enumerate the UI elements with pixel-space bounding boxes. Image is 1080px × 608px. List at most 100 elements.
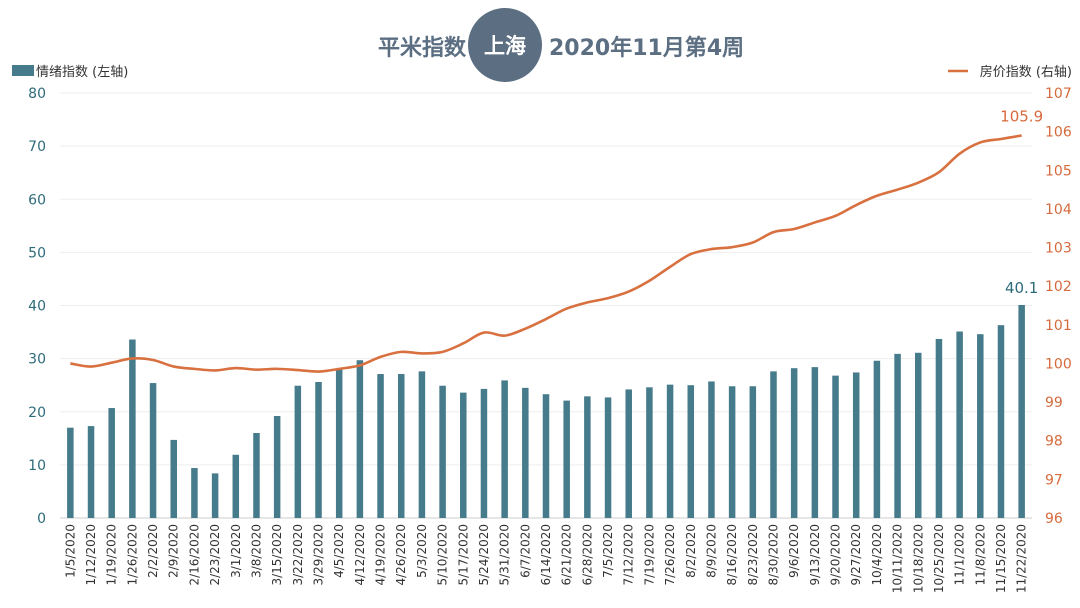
bar: [211, 473, 219, 518]
left-axis-tick-label: 80: [28, 86, 46, 102]
left-axis-tick-label: 20: [28, 405, 46, 421]
x-axis: 1/5/2020 1/12/2020 1/19/2020 1/26/2020 2/2/2…: [63, 524, 1028, 593]
x-axis-tick-label: 9/27/2020: [849, 524, 863, 586]
bar: [253, 433, 260, 518]
bar: [604, 397, 612, 518]
x-axis-tick-label: 10/25/2020: [932, 524, 946, 593]
right-axis-tick-label: 104: [1045, 202, 1072, 218]
x-axis-tick-label: 5/10/2020: [436, 524, 450, 586]
right-axis-tick-label: 97: [1045, 472, 1063, 488]
house-price-line: [70, 134, 1022, 373]
bar: [129, 339, 136, 518]
x-axis-tick-label: 2/2/2020: [146, 524, 160, 578]
left-axis-tick-label: 70: [28, 139, 46, 155]
x-axis-tick-label: 10/18/2020: [911, 524, 925, 593]
bar: [480, 388, 488, 518]
x-axis-tick-label: 1/5/2020: [63, 524, 77, 578]
bar: [397, 374, 405, 518]
bar: [915, 352, 922, 518]
line-end-data-label: 105.9: [1000, 108, 1043, 126]
x-axis-tick-label: 9/13/2020: [808, 524, 822, 586]
x-axis-tick-label: 3/22/2020: [291, 524, 305, 586]
bar: [687, 385, 695, 518]
title-city: 上海: [484, 34, 526, 58]
bar: [522, 387, 529, 518]
bar: [149, 383, 157, 518]
x-axis-tick-label: 7/26/2020: [663, 524, 677, 586]
bar-end-data-label: 40.1: [1005, 279, 1038, 297]
title-prefix: 平米指数: [378, 35, 467, 61]
x-axis-tick-label: 3/29/2020: [312, 524, 326, 586]
bar: [873, 360, 881, 518]
left-axis-tick-label: 60: [28, 192, 46, 208]
x-axis-tick-label: 9/6/2020: [787, 524, 801, 578]
x-axis-tick-label: 8/23/2020: [746, 524, 760, 586]
bar: [625, 389, 632, 518]
right-axis-tick-label: 100: [1045, 356, 1072, 372]
x-axis-tick-label: 8/9/2020: [704, 524, 718, 578]
bar: [87, 426, 95, 518]
left-axis-tick-label: 40: [28, 299, 46, 315]
bar: [832, 375, 839, 518]
bar: [852, 372, 860, 518]
legend-left-label: 情绪指数 (左轴): [36, 65, 128, 80]
x-axis-tick-label: 1/19/2020: [105, 524, 119, 586]
x-axis-tick-label: 4/19/2020: [374, 524, 388, 586]
bar: [749, 386, 757, 518]
x-axis-tick-label: 2/23/2020: [208, 524, 222, 586]
bar: [191, 468, 198, 518]
x-axis-tick-label: 7/19/2020: [642, 524, 656, 586]
legend-bar-swatch: [12, 65, 34, 76]
x-axis-tick-label: 5/3/2020: [415, 524, 429, 578]
bar: [67, 427, 74, 518]
right-axis-tick-label: 98: [1045, 434, 1063, 450]
right-axis-tick-label: 105: [1045, 163, 1072, 179]
x-axis-tick-label: 6/7/2020: [518, 524, 532, 578]
x-axis-tick-label: 5/17/2020: [456, 524, 470, 586]
left-axis-tick-label: 30: [28, 352, 46, 368]
x-axis-tick-label: 3/1/2020: [229, 524, 243, 578]
bar: [170, 439, 177, 518]
title-suffix: 2020年11月第4周: [549, 35, 744, 61]
bar: [501, 380, 508, 518]
bar: [563, 400, 570, 518]
right-axis-tick-label: 96: [1045, 511, 1063, 527]
legend-left: 情绪指数 (左轴): [12, 65, 128, 80]
x-axis-tick-label: 5/31/2020: [498, 524, 512, 586]
x-axis-tick-label: 6/21/2020: [560, 524, 574, 586]
x-axis-tick-label: 11/1/2020: [953, 524, 967, 586]
right-axis-tick-label: 107: [1045, 86, 1072, 102]
bar: [977, 334, 984, 518]
bar: [935, 338, 943, 518]
left-axis-tick-label: 10: [28, 458, 46, 474]
bar: [770, 371, 777, 518]
bar: [728, 386, 736, 518]
bar: [232, 454, 240, 518]
right-axis-tick-label: 99: [1045, 395, 1063, 411]
right-axis-tick-label: 102: [1045, 279, 1072, 295]
legend-right-label: 房价指数 (右轴): [980, 64, 1072, 80]
bar: [811, 367, 819, 518]
bar: [294, 385, 302, 518]
left-y-axis: 0 10 20 30 40 50 60 70 80: [28, 86, 46, 527]
x-axis-tick-label: 4/5/2020: [332, 524, 346, 578]
x-axis-tick-label: 6/14/2020: [539, 524, 553, 586]
left-axis-tick-label: 0: [37, 511, 46, 527]
bar: [997, 325, 1005, 518]
bar: [708, 381, 715, 518]
chart-title: 平米指数 上海 2020年11月第4周: [378, 8, 744, 82]
x-axis-tick-label: 5/24/2020: [477, 524, 491, 586]
bar: [666, 384, 674, 518]
right-y-axis: 96 97 98 99 100 101 102 103 104 105 106 107: [1045, 86, 1072, 527]
right-axis-tick-label: 106: [1045, 125, 1072, 141]
bar: [273, 416, 281, 518]
legend-right: 房价指数 (右轴): [948, 64, 1072, 80]
x-axis-tick-label: 7/5/2020: [601, 524, 615, 578]
x-axis-tick-label: 4/26/2020: [394, 524, 408, 586]
x-axis-tick-label: 11/15/2020: [994, 524, 1008, 593]
bar: [894, 353, 901, 518]
bar: [646, 387, 653, 518]
x-axis-tick-label: 8/30/2020: [766, 524, 780, 586]
bar: [956, 331, 963, 518]
